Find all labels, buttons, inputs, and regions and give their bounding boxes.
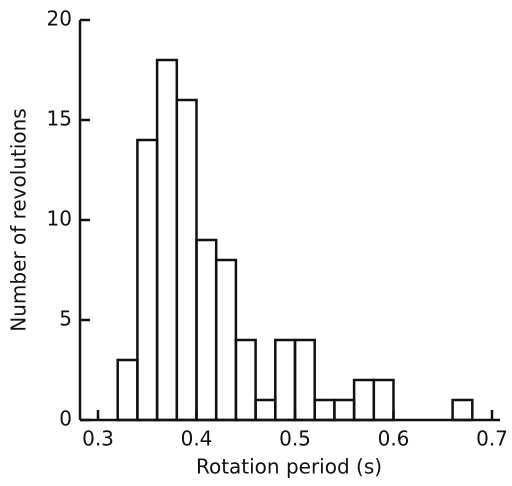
- bar: [293, 338, 316, 422]
- bar: [234, 338, 257, 422]
- bar: [214, 258, 238, 422]
- y-tick-label: 10: [47, 207, 72, 231]
- x-tick-label: 0.6: [378, 427, 410, 451]
- bar: [274, 338, 297, 422]
- bar: [195, 238, 218, 422]
- bar: [155, 58, 179, 422]
- y-tick-label: 20: [47, 7, 72, 31]
- x-tick-label: 0.7: [476, 427, 508, 451]
- bar: [333, 398, 356, 422]
- bar: [136, 138, 159, 422]
- bar: [254, 398, 277, 422]
- y-tick-label: 5: [59, 307, 72, 331]
- bar: [451, 398, 474, 422]
- bar: [352, 378, 376, 422]
- y-tick-label: 15: [47, 107, 72, 131]
- bar: [116, 358, 139, 422]
- bar: [313, 398, 336, 422]
- x-tick-label: 0.5: [279, 427, 311, 451]
- x-tick-label: 0.4: [181, 427, 213, 451]
- y-axis-label: Number of revolutions: [7, 108, 31, 331]
- bar: [175, 98, 198, 422]
- y-tick-label: 0: [59, 407, 72, 431]
- x-axis-label: Rotation period (s): [196, 455, 382, 479]
- x-tick-label: 0.3: [82, 427, 114, 451]
- bar: [372, 378, 395, 422]
